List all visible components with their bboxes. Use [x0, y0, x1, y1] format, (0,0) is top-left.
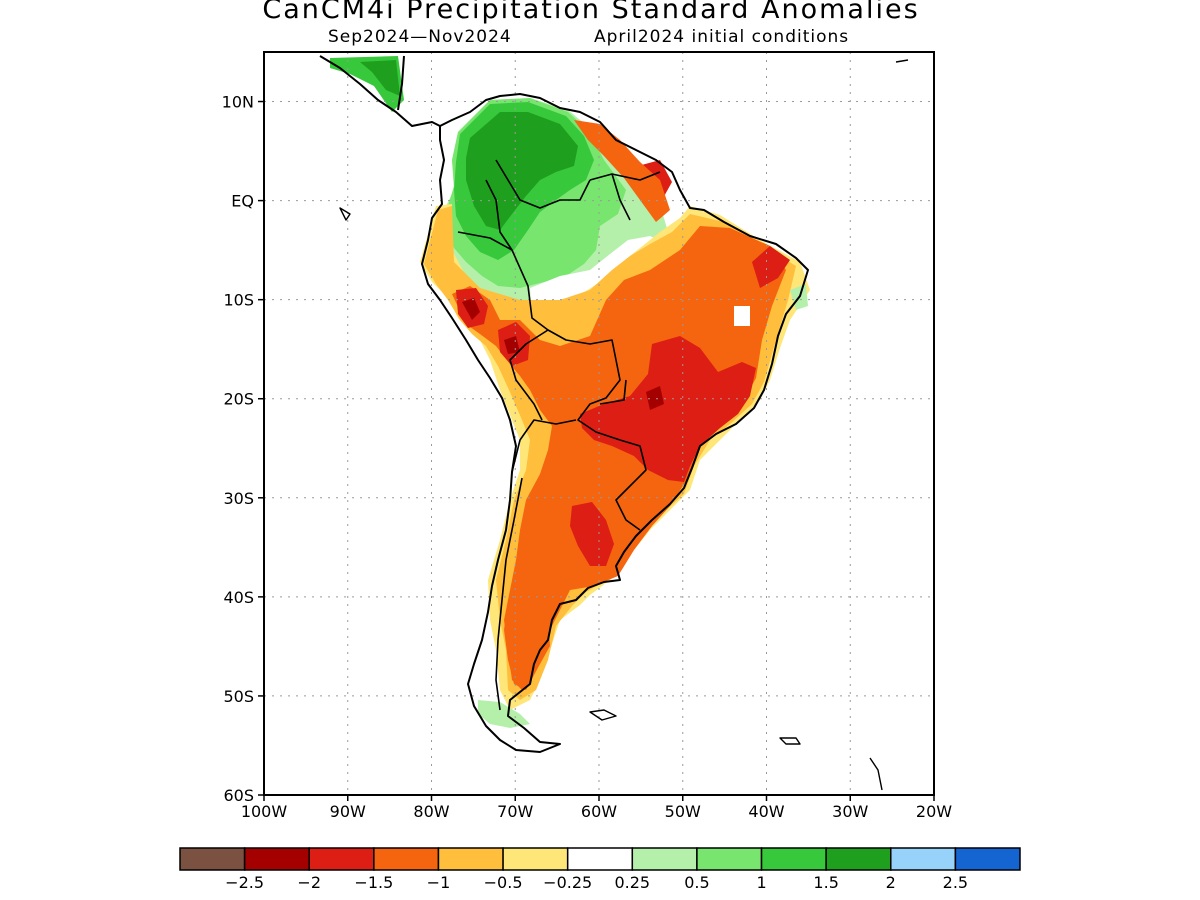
island-outlines [339, 59, 909, 791]
colorbar-label: 1 [756, 873, 766, 892]
lat-tick-label: 10S [223, 291, 254, 310]
colorbar-label: 0.25 [614, 873, 650, 892]
colorbar: −2.5 −2 −1.5 −1 −0.5 −0.25 0.25 0.5 1 1.5 2 2.5 [179, 847, 1021, 892]
colorbar-label: −1 [427, 873, 451, 892]
colorbar-label: 0.5 [684, 873, 709, 892]
northeast-brazil-dry-strong [752, 246, 790, 288]
lat-tick-label: EQ [231, 192, 254, 211]
lon-tick-label: 90W [330, 802, 366, 821]
colorbar-label: 1.5 [813, 873, 838, 892]
colorbar-label: −2.5 [225, 873, 264, 892]
colorbar-swatch [373, 847, 440, 871]
coastlines [319, 55, 909, 791]
lon-tick-label: 20W [916, 802, 952, 821]
dry-moderate-region [452, 226, 786, 690]
colorbar-label: −1.5 [354, 873, 393, 892]
colorbar-label: 2 [886, 873, 896, 892]
dry-strong-region [580, 336, 756, 482]
lon-tick-label: 50W [665, 802, 701, 821]
colorbar-swatch [308, 847, 375, 871]
north-coast-dry-moderate [574, 120, 670, 222]
lat-tick-label: 30S [223, 489, 254, 508]
map-title: CanCM4i Precipitation Standard Anomalies [262, 0, 920, 25]
latitude-axis: 10N EQ 10S 20S 30S 40S 50S 60S [222, 93, 264, 805]
lon-tick-label: 70W [497, 802, 533, 821]
bolivia-dry-extreme [504, 336, 520, 354]
colorbar-swatch [760, 847, 827, 871]
lat-tick-label: 10N [222, 93, 254, 112]
patagonia-dry-moderate [504, 600, 550, 690]
tierra-del-fuego-wet [478, 700, 530, 728]
central-brazil-dry-extreme [646, 386, 664, 410]
colorbar-label: 2.5 [943, 873, 968, 892]
lon-tick-label: 60W [581, 802, 617, 821]
colorbar-swatch [437, 847, 504, 871]
peru-dry-extreme [462, 298, 480, 320]
colorbar-swatch [696, 847, 763, 871]
lon-tick-label: 100W [241, 802, 288, 821]
colorbar-label: −2 [297, 873, 321, 892]
colorbar-swatch [631, 847, 698, 871]
colorbar-swatch [566, 847, 634, 871]
colorbar-swatch [954, 847, 1021, 871]
central-america-strong-wet [360, 60, 400, 96]
lat-tick-label: 60S [223, 786, 254, 805]
initial-conditions-label: April2024 initial conditions [594, 27, 850, 47]
anomaly-field [330, 56, 810, 728]
lon-tick-label: 80W [413, 802, 449, 821]
central-america-coastline [319, 55, 441, 127]
forecast-period: Sep2024—Nov2024 [328, 27, 512, 47]
lat-tick-label: 50S [223, 687, 254, 706]
colorbar-label: −0.5 [484, 873, 523, 892]
colorbar-swatch [890, 847, 957, 871]
colorbar-swatch [179, 847, 246, 871]
northeast-coast-neutral [734, 306, 750, 326]
lat-tick-label: 20S [223, 390, 254, 409]
colorbar-label: −0.25 [543, 873, 592, 892]
colombia-wet-core [466, 112, 578, 230]
colorbar-swatch [243, 847, 310, 871]
longitude-axis: 100W 90W 80W 70W 60W 50W 40W 30W 20W [241, 795, 952, 821]
lat-tick-label: 40S [223, 588, 254, 607]
lon-tick-label: 30W [832, 802, 868, 821]
colorbar-swatch [825, 847, 892, 871]
colorbar-swatch [502, 847, 569, 871]
country-borders [457, 159, 661, 711]
lon-tick-label: 40W [748, 802, 784, 821]
south-america-coastline [421, 93, 809, 753]
argentina-dry-strong [570, 502, 614, 566]
